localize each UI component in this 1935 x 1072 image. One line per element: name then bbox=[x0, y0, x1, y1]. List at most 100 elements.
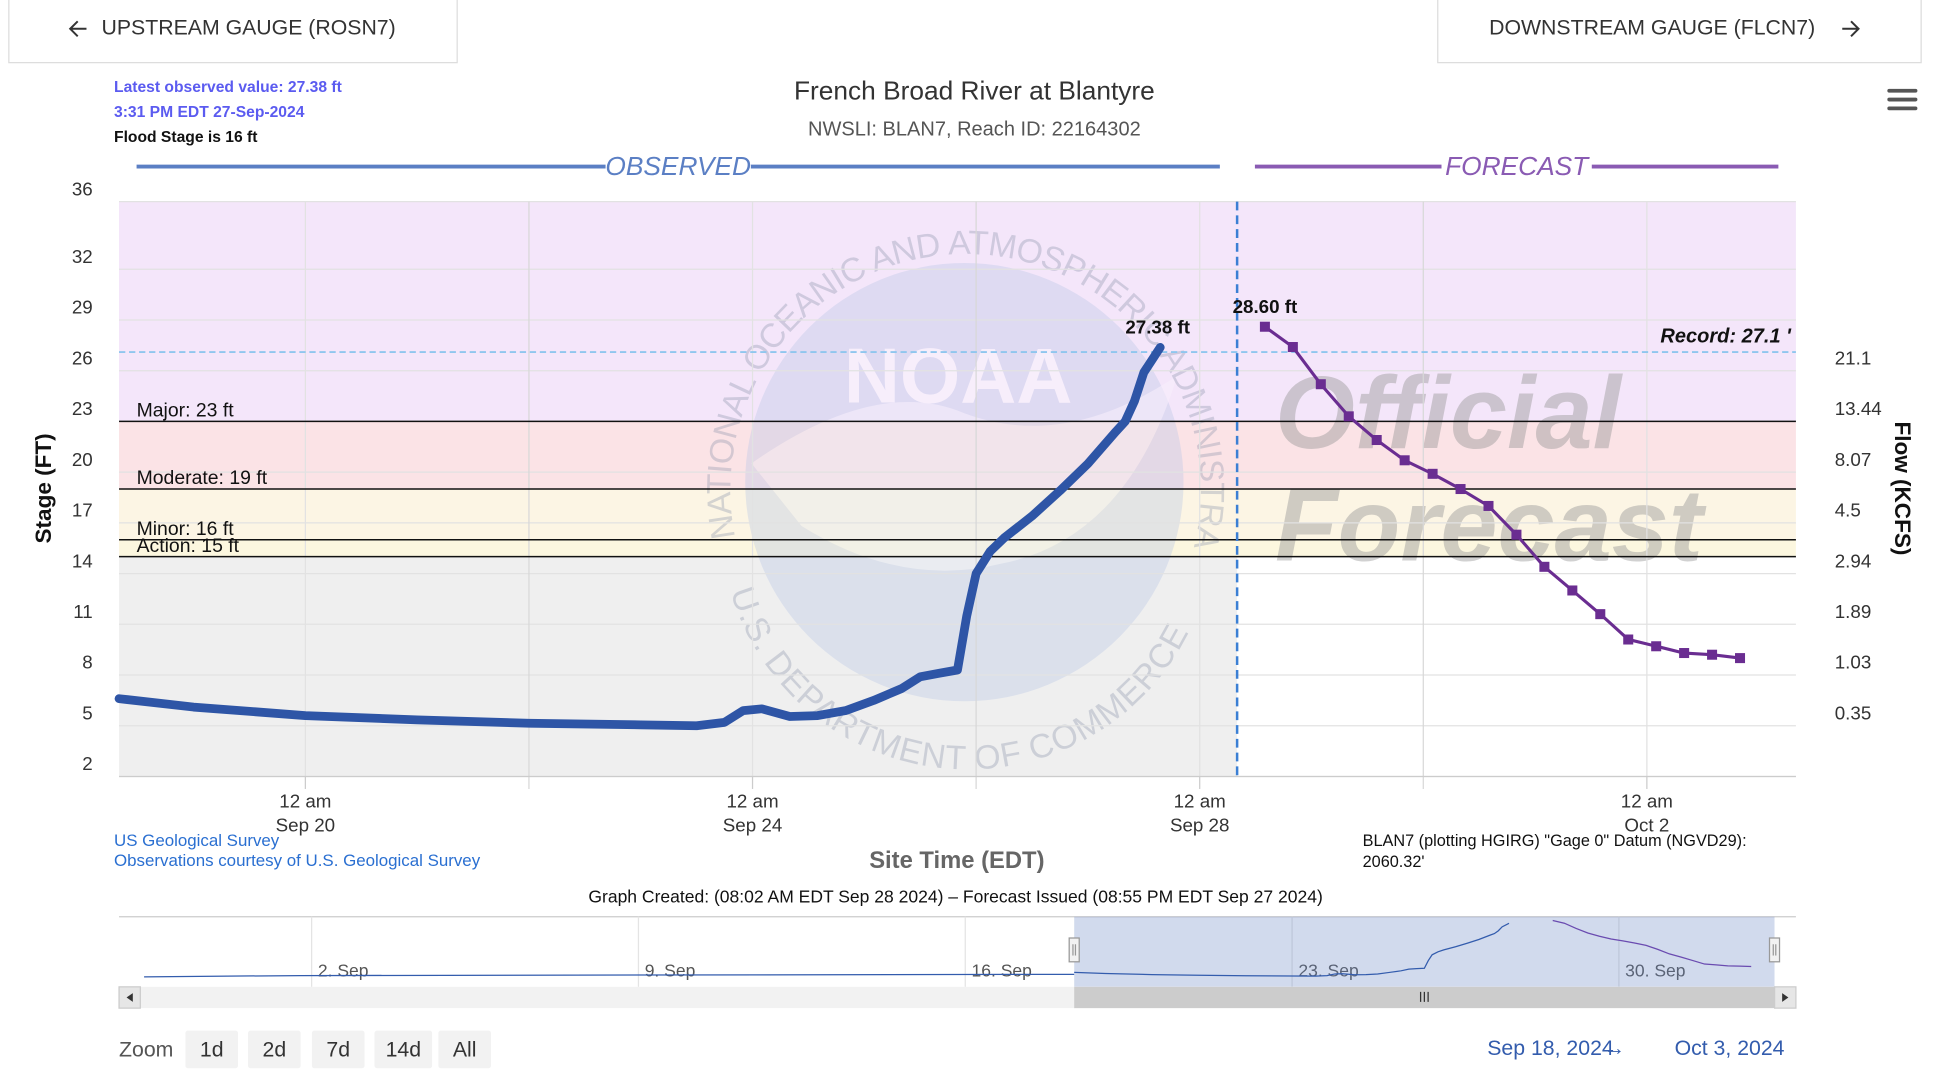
threshold-label: Minor: 16 ft bbox=[137, 518, 235, 540]
y-tick-label: 32 bbox=[72, 246, 93, 267]
point-marker bbox=[1315, 379, 1326, 390]
navigator-tick-label: 16. Sep bbox=[972, 960, 1032, 980]
zoom-button[interactable] bbox=[438, 1030, 491, 1069]
y-tick-label: 29 bbox=[72, 297, 93, 318]
zoom-button-label[interactable]: 14d bbox=[386, 1037, 421, 1061]
scroll-right-arrow bbox=[1782, 993, 1789, 1002]
x-tick-label: 12 am bbox=[1174, 791, 1226, 812]
zoom-button-label[interactable]: 2d bbox=[263, 1037, 287, 1061]
navigator-selection bbox=[1074, 916, 1775, 987]
scroll-left-arrow bbox=[126, 993, 133, 1002]
point-marker bbox=[1679, 648, 1690, 659]
point-marker bbox=[1483, 500, 1494, 511]
logo-disc bbox=[745, 262, 1184, 702]
point-marker bbox=[1707, 649, 1718, 660]
navigator-handle[interactable] bbox=[1068, 937, 1080, 963]
point-marker bbox=[1343, 411, 1354, 422]
credit-link[interactable]: US Geological Survey bbox=[114, 831, 280, 850]
downstream-button[interactable]: DOWNSTREAM GAUGE (FLCN7) bbox=[1437, 0, 1922, 64]
credit-link[interactable]: Observations courtesy of U.S. Geological… bbox=[114, 851, 481, 870]
y2-tick-label: 1.89 bbox=[1835, 601, 1872, 622]
x-tick-date: Sep 28 bbox=[1170, 814, 1229, 835]
x-axis-title: Site Time (EDT) bbox=[869, 847, 1044, 874]
menu-bar bbox=[1887, 106, 1918, 111]
series-header: OBSERVED bbox=[605, 151, 751, 181]
zoom-buttons: 1d 2d 7d 14d All bbox=[185, 1030, 491, 1069]
threshold-band bbox=[119, 539, 1796, 557]
y-tick-label: 17 bbox=[72, 500, 93, 521]
range-from[interactable]: Sep 18, 2024 bbox=[1487, 1036, 1614, 1060]
point-marker bbox=[1651, 641, 1662, 652]
navigator-tick-label: 2. Sep bbox=[318, 960, 369, 980]
y2-tick-label: 8.07 bbox=[1835, 449, 1872, 470]
navigator-line bbox=[1552, 919, 1752, 968]
range-to[interactable]: Oct 3, 2024 bbox=[1675, 1036, 1785, 1060]
y-tick-label: 14 bbox=[72, 550, 93, 571]
x-tick-date: Sep 24 bbox=[723, 814, 782, 835]
navigator-tick-label: 30. Sep bbox=[1625, 960, 1685, 980]
watermark-text: Forecast bbox=[1275, 468, 1707, 583]
upstream-button[interactable]: UPSTREAM GAUGE (ROSN7) bbox=[8, 0, 458, 64]
point-marker bbox=[1539, 561, 1550, 572]
point-marker bbox=[1427, 468, 1438, 479]
navigator-tick-label: 9. Sep bbox=[645, 960, 696, 980]
zoom-button-label[interactable]: 7d bbox=[326, 1037, 350, 1061]
zoom-button-label[interactable]: 1d bbox=[200, 1037, 224, 1061]
y2-tick-label: 2.94 bbox=[1835, 550, 1872, 571]
point-marker bbox=[1595, 609, 1606, 620]
datum-note: BLAN7 (plotting HGIRG) "Gage 0" Datum (N… bbox=[1363, 832, 1747, 850]
zoom-button[interactable] bbox=[311, 1030, 365, 1069]
y2-tick-label: 13.44 bbox=[1835, 398, 1882, 419]
y-tick-label: 5 bbox=[82, 702, 92, 723]
threshold-label: Action: 15 ft bbox=[137, 535, 240, 557]
y2-tick-label: 0.35 bbox=[1835, 702, 1872, 723]
y-tick-label: 23 bbox=[72, 398, 93, 419]
y-axis-title: Stage (FT) bbox=[31, 433, 56, 543]
zoom-label: Zoom bbox=[119, 1037, 173, 1061]
threshold-label: Moderate: 19 ft bbox=[137, 467, 268, 489]
zoom-button-label[interactable]: All bbox=[453, 1037, 477, 1061]
point-marker bbox=[1511, 529, 1522, 540]
latest-time: 3:31 PM EDT 27-Sep-2024 bbox=[114, 104, 305, 121]
watermark-text: Official bbox=[1275, 355, 1624, 470]
y2-tick-label: 21.1 bbox=[1835, 347, 1872, 368]
y-tick-label: 2 bbox=[82, 753, 92, 774]
series-header: FORECAST bbox=[1445, 151, 1590, 181]
data-label: 28.60 ft bbox=[1233, 296, 1298, 317]
button-frame bbox=[1437, 0, 1922, 64]
y-tick-label: 8 bbox=[82, 652, 92, 673]
arrow-icon bbox=[1842, 20, 1860, 38]
point-marker bbox=[1623, 634, 1634, 645]
logo-bird bbox=[751, 375, 1178, 571]
zoom-button[interactable] bbox=[185, 1030, 239, 1069]
x-tick-date: Oct 2 bbox=[1624, 814, 1669, 835]
record-label: Record: 27.1 ' bbox=[1660, 325, 1792, 347]
x-tick-label: 12 am bbox=[726, 791, 778, 812]
arrow-icon bbox=[68, 20, 87, 38]
scrollbar-grip bbox=[1419, 991, 1429, 1002]
menu-button[interactable] bbox=[1887, 88, 1918, 111]
point-marker bbox=[1259, 321, 1270, 332]
button-label[interactable]: DOWNSTREAM GAUGE (FLCN7) bbox=[1489, 15, 1815, 39]
button-label[interactable]: UPSTREAM GAUGE (ROSN7) bbox=[102, 15, 396, 39]
point-marker bbox=[1567, 585, 1578, 596]
point-marker bbox=[1399, 455, 1410, 466]
zoom-button[interactable] bbox=[248, 1030, 301, 1069]
x-tick-label: 12 am bbox=[1621, 791, 1673, 812]
x-tick-label: 12 am bbox=[279, 791, 331, 812]
chart-title: French Broad River at Blantyre bbox=[794, 76, 1155, 106]
zoom-button[interactable] bbox=[374, 1030, 433, 1069]
menu-bar bbox=[1887, 88, 1918, 93]
point-marker bbox=[1735, 653, 1746, 664]
y2-tick-label: 4.5 bbox=[1835, 500, 1861, 521]
threshold-band bbox=[119, 421, 1796, 490]
threshold-label: Major: 23 ft bbox=[137, 400, 235, 422]
series-line bbox=[114, 343, 1165, 731]
navigator-line bbox=[1074, 922, 1510, 977]
navigator-handle[interactable] bbox=[1768, 937, 1781, 963]
y-tick-label: 20 bbox=[72, 449, 93, 470]
menu-bar bbox=[1887, 97, 1918, 102]
